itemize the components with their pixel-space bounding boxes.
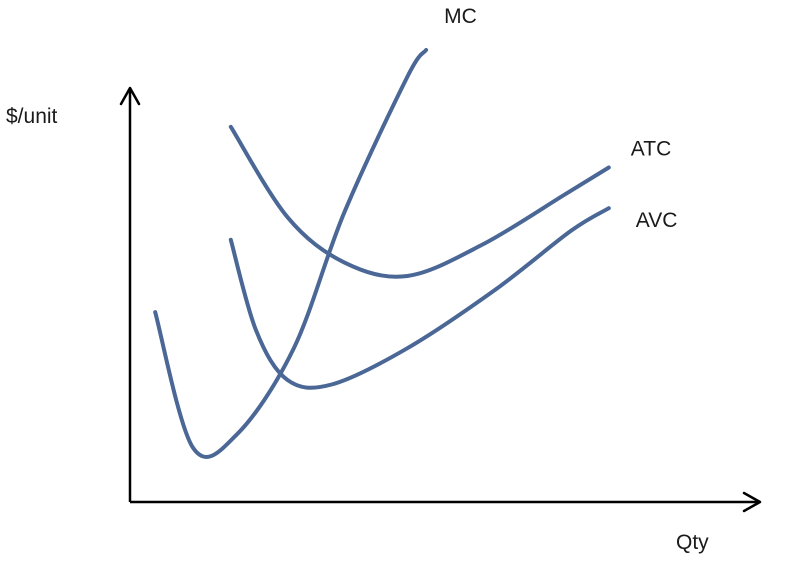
axes: [119, 86, 762, 513]
x-axis-label: Qty: [676, 531, 709, 554]
atc-series-label: ATC: [631, 138, 671, 161]
mc-series-label: MC: [444, 5, 477, 28]
series-layer: MC ATC AVC: [153, 5, 678, 459]
x-axis-arrowhead: [742, 491, 762, 513]
mc-curve: [153, 48, 429, 459]
avc-series-label: AVC: [636, 209, 678, 232]
atc-curve: [228, 124, 611, 279]
y-axis-arrowhead: [119, 86, 141, 106]
avc-curve: [228, 206, 611, 390]
y-axis-label: $/unit: [6, 105, 58, 128]
